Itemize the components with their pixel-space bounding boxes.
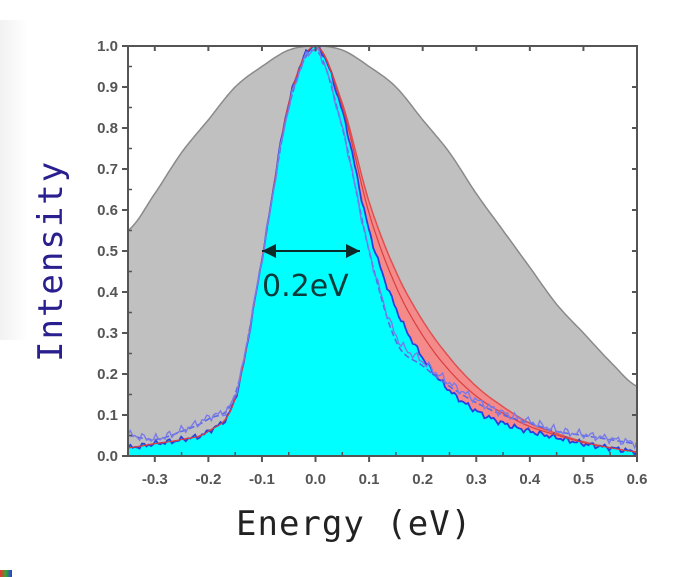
y-axis: 0.0 0.1 0.2 0.3 0.4 0.5 0.6 0.7 0.8 0.9 1.0	[97, 38, 637, 465]
x-axis: -0.3 -0.2 -0.1 0.0 0.1 0.2 0.3 0.4 0.5 0.6	[142, 46, 648, 488]
x-tick-label: 0.6	[627, 471, 648, 488]
x-tick-label: 0.1	[359, 471, 380, 488]
x-tick-label: 0.5	[573, 471, 594, 488]
x-axis-label: Energy (eV)	[236, 504, 472, 544]
x-tick-label: -0.1	[249, 471, 275, 488]
x-tick-label: -0.2	[195, 471, 221, 488]
x-tick-label: 0.2	[412, 471, 433, 488]
y-tick-label: 0.1	[97, 407, 118, 424]
x-tick-label: 0.3	[466, 471, 487, 488]
y-tick-label: 1.0	[97, 38, 118, 55]
y-tick-label: 0.8	[97, 120, 118, 137]
fwhm-annotation: 0.2eV	[262, 244, 360, 304]
y-tick-label: 0.0	[97, 448, 118, 465]
y-tick-label: 0.3	[97, 325, 118, 342]
red-fit-line	[128, 46, 637, 453]
x-tick-label: 0.0	[305, 471, 326, 488]
x-tick-label: 0.4	[519, 471, 541, 488]
fwhm-label: 0.2eV	[262, 269, 349, 304]
noisy-data-line	[128, 46, 637, 450]
y-tick-label: 0.9	[97, 79, 118, 96]
corner-artifact	[0, 570, 12, 577]
left-shadow-decoration	[0, 20, 28, 340]
y-tick-label: 0.7	[97, 161, 118, 178]
dashed-reference-line	[128, 49, 637, 445]
y-axis-label: Intensity	[31, 160, 71, 362]
y-tick-label: 0.4	[97, 284, 119, 301]
y-tick-label: 0.2	[97, 366, 118, 383]
y-tick-label: 0.5	[97, 243, 118, 260]
arrow-right-icon	[346, 244, 360, 258]
y-tick-label: 0.6	[97, 202, 118, 219]
x-tick-label: -0.3	[142, 471, 168, 488]
arrow-left-icon	[262, 244, 276, 258]
